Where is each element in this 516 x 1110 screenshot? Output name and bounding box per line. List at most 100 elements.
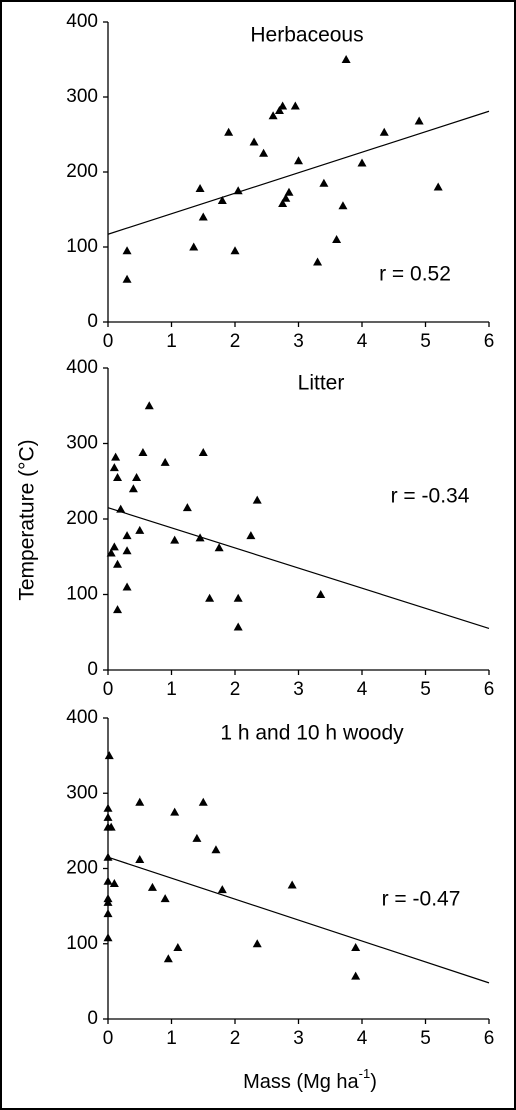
point: [290, 101, 300, 110]
point: [170, 535, 180, 544]
point: [316, 590, 326, 598]
point: [211, 845, 221, 854]
point: [182, 503, 192, 512]
x-tick-label: 1: [166, 331, 177, 352]
annotation: r = -0.47: [382, 888, 461, 911]
point: [103, 909, 113, 918]
point: [147, 882, 157, 891]
point: [111, 452, 121, 461]
point: [103, 822, 113, 831]
y-tick-label: 400: [66, 11, 98, 32]
point: [109, 542, 119, 551]
x-tick-label: 5: [420, 331, 431, 352]
point: [217, 885, 227, 894]
point: [341, 55, 351, 63]
point: [351, 971, 361, 980]
point: [132, 472, 142, 481]
x-tick-label: 5: [420, 1028, 431, 1049]
y-tick-label: 200: [66, 508, 98, 529]
point: [357, 158, 367, 167]
point: [319, 178, 329, 187]
point: [278, 199, 288, 207]
point: [252, 939, 262, 948]
x-tick-label: 2: [230, 1028, 241, 1049]
point: [224, 127, 234, 136]
x-axis-label-main: Mass (Mg ha: [243, 1071, 359, 1093]
y-tick-label: 200: [66, 858, 98, 879]
trend-line: [107, 507, 490, 630]
y-tick-label: 400: [66, 357, 98, 378]
point: [122, 546, 132, 555]
x-tick-label: 2: [230, 331, 241, 352]
point: [268, 111, 278, 120]
point: [217, 196, 227, 204]
x-tick-label: 3: [293, 1028, 304, 1049]
x-tick-label: 6: [484, 1028, 495, 1049]
point: [198, 797, 208, 806]
x-tick-label: 0: [103, 331, 114, 352]
point: [135, 525, 145, 534]
x-axis-label-sup: -1: [359, 1066, 371, 1081]
point: [128, 484, 138, 493]
point: [113, 472, 123, 481]
point: [103, 812, 113, 821]
point: [173, 943, 183, 952]
point: [249, 137, 259, 146]
x-tick-label: 3: [293, 679, 304, 700]
point: [198, 212, 208, 221]
point: [122, 246, 132, 255]
point: [160, 457, 170, 466]
x-tick-label: 6: [484, 679, 495, 700]
point: [122, 531, 132, 540]
point: [192, 833, 202, 842]
point: [230, 246, 240, 255]
point: [144, 401, 154, 410]
point: [160, 894, 170, 903]
point: [106, 548, 116, 557]
point: [281, 193, 291, 202]
point: [195, 184, 205, 192]
y-tick-label: 0: [87, 659, 98, 680]
point: [214, 543, 224, 552]
point: [122, 582, 132, 591]
y-tick-label: 100: [66, 236, 98, 257]
point: [138, 448, 148, 457]
panel-title: Litter: [298, 372, 345, 395]
point: [351, 943, 361, 952]
y-tick-label: 0: [87, 311, 98, 332]
point: [338, 201, 348, 210]
annotation: r = -0.34: [391, 485, 470, 508]
y-tick-label: 100: [66, 584, 98, 605]
point: [113, 605, 123, 614]
point: [198, 448, 208, 457]
x-tick-label: 1: [166, 1028, 177, 1049]
point: [103, 803, 113, 812]
x-tick-label: 4: [357, 331, 368, 352]
y-tick-label: 200: [66, 161, 98, 182]
y-tick-label: 400: [66, 707, 98, 728]
point: [233, 622, 243, 631]
point: [332, 235, 342, 243]
point: [278, 101, 288, 110]
point: [103, 876, 113, 885]
x-tick-label: 4: [357, 679, 368, 700]
point: [414, 116, 424, 125]
point: [135, 854, 145, 863]
point: [113, 559, 123, 568]
y-tick-label: 300: [66, 433, 98, 454]
point: [313, 257, 323, 266]
point: [103, 894, 113, 903]
x-tick-label: 3: [293, 331, 304, 352]
point: [294, 156, 303, 165]
point: [284, 187, 294, 196]
trend-line: [107, 110, 490, 235]
panel-title: Herbaceous: [250, 24, 363, 47]
point: [163, 954, 173, 963]
y-tick-label: 0: [87, 1008, 98, 1029]
trend-line: [107, 856, 490, 984]
point: [135, 797, 145, 806]
annotation: r = 0.52: [379, 263, 451, 286]
point: [433, 182, 443, 191]
x-tick-label: 4: [357, 1028, 368, 1049]
